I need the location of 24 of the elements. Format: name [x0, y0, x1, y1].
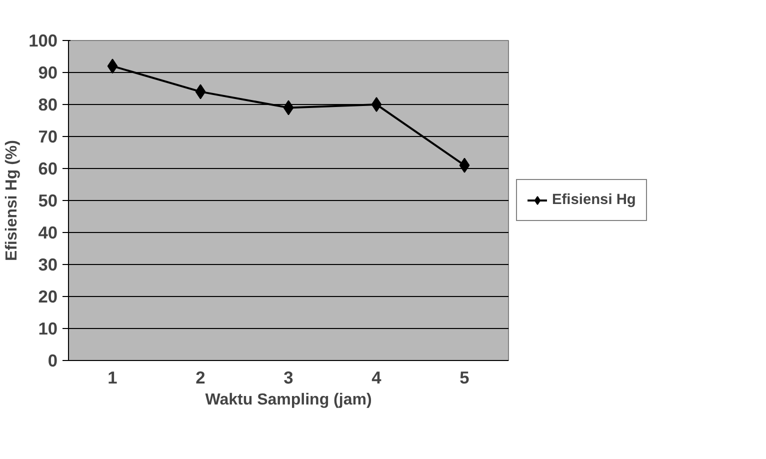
y-tick-label: 90	[38, 62, 58, 82]
y-tick-label: 0	[48, 350, 58, 370]
y-tick-label: 100	[28, 30, 58, 50]
y-tick-label: 50	[38, 190, 58, 210]
point	[459, 158, 470, 173]
x-tick-label: 1	[108, 368, 118, 388]
y-axis-title: Efisiensi Hg (%)	[4, 140, 21, 261]
legend-label: Efisiensi Hg	[552, 192, 636, 208]
y-tick-label: 60	[38, 158, 58, 178]
x-tick-label: 3	[284, 368, 294, 388]
point	[195, 84, 206, 100]
y-tick-label: 20	[38, 286, 58, 306]
point	[371, 97, 382, 112]
x-tick-label: 2	[196, 368, 206, 388]
y-tick-label: 40	[38, 222, 58, 242]
y-tick-label: 70	[38, 126, 58, 146]
y-tick-label: 10	[38, 318, 58, 338]
x-tick-label: 5	[460, 368, 470, 388]
y-tick-label: 80	[38, 94, 58, 114]
y-tick-label: 30	[38, 254, 58, 274]
x-axis-title: Waktu Sampling (jam)	[205, 392, 372, 408]
point	[283, 100, 294, 116]
point	[107, 58, 118, 74]
x-tick-label: 4	[372, 368, 382, 388]
